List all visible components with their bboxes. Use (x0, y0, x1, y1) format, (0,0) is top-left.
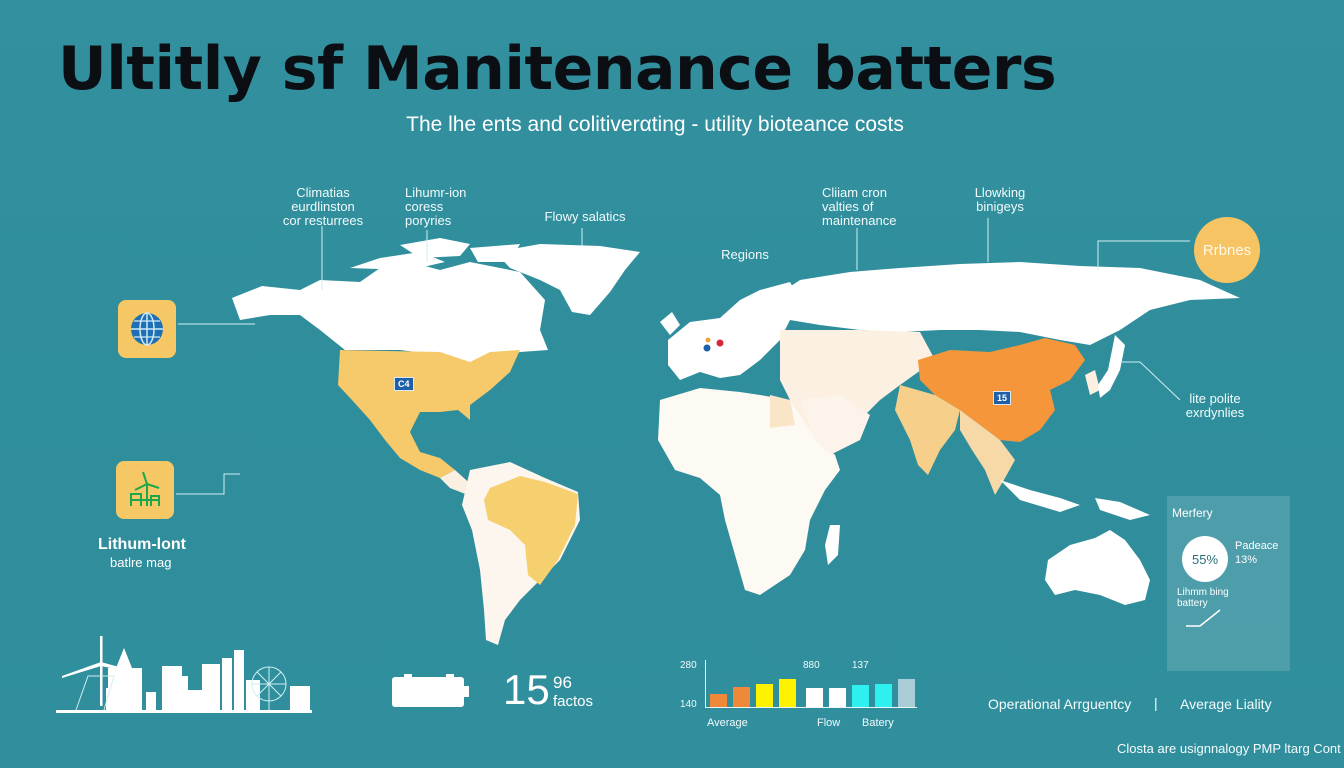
bar-batery-2[interactable] (875, 684, 892, 707)
bar-average-4[interactable] (779, 679, 796, 707)
bar-average-2[interactable] (733, 687, 750, 707)
lithium-label: Lithum-lont (98, 536, 186, 553)
bubble-label: Rrbnes (1202, 241, 1252, 259)
page-subtitle: The lhe ents and colitiverαting - utilit… (406, 113, 904, 136)
footer-credit: Closta are usignnalogy PMP ltarg Cont (1117, 741, 1341, 756)
bubble-rrbnes[interactable]: Rrbnes (1194, 217, 1260, 283)
callout-llowking: Llowking binigeys (974, 185, 1026, 214)
map-canada (232, 262, 548, 370)
bar-batery-1[interactable] (852, 685, 869, 707)
annotation-137: 137 (852, 660, 869, 671)
map-australia (1045, 530, 1150, 605)
footer-link-operational[interactable]: Operational Arrguentcy (988, 696, 1132, 712)
bar-flow-2[interactable] (829, 688, 846, 707)
battery-label: Lihmm bing battery (1177, 587, 1229, 609)
percent-value: 55% (1191, 551, 1219, 567)
y-tick-bottom: 140 (680, 699, 697, 710)
group-label-average: Average (707, 717, 748, 729)
group-label-batery: Batery (862, 717, 894, 729)
map-india (895, 385, 960, 475)
map-russia (770, 262, 1240, 345)
bar-average-3[interactable] (756, 684, 773, 707)
page-title: Ultitly sf Manitenance batters (58, 34, 1057, 104)
battery-icon (392, 674, 469, 707)
bar-batery-3[interactable] (898, 679, 915, 707)
globe-icon (131, 312, 163, 346)
battery-stats-panel: Merfery 55% Padeace 13% Lihmm bing batte… (1167, 496, 1290, 671)
y-tick-top: 280 (680, 660, 697, 671)
city-skyline-illustration (56, 636, 312, 713)
annotation-880: 880 (803, 660, 820, 671)
callout-climatias: Climatias eurdlinston cor resturrees (282, 185, 364, 228)
map-badge-americas[interactable]: C4 (394, 377, 414, 391)
map-badge-asia[interactable]: 15 (993, 391, 1012, 405)
map-china (918, 338, 1085, 442)
map-usa-mexico (338, 350, 520, 478)
map-greenland (495, 244, 640, 315)
group-label-flow: Flow (817, 717, 841, 729)
percent-circle: 55% (1182, 536, 1228, 582)
callout-claim-stron: Cliiam cron valties of maintenance (822, 185, 897, 228)
callout-flow-salatics: Flowy salatics (544, 209, 626, 224)
kpi-caption: factos (553, 693, 594, 710)
wind-turbine-icon (130, 471, 160, 506)
bar-series (706, 655, 916, 707)
callout-lithium-cores: Lihumr-ion coress poryries (405, 185, 467, 228)
kpi-value: 15 (503, 666, 550, 713)
kpi-superscript: 96 (553, 673, 572, 692)
lithium-sublabel: batlre mag (110, 555, 172, 570)
bar-chart: 280 140 880 137 Average Flow Batery (660, 655, 930, 735)
globe-button[interactable] (118, 300, 176, 358)
map-europe (668, 282, 800, 380)
stat-value: 13% (1235, 554, 1258, 566)
callout-lite-polite: lite polite exrdynlies (1185, 391, 1245, 420)
map-brazil (484, 476, 578, 585)
bar-average-1[interactable] (710, 694, 727, 707)
stat-label: Padeace (1235, 540, 1279, 552)
map-africa (658, 388, 840, 595)
wind-energy-button[interactable] (116, 461, 174, 519)
footer-separator: | (1154, 695, 1158, 711)
panel-title: Merfery (1172, 506, 1213, 520)
bar-flow-1[interactable] (806, 688, 823, 707)
footer-link-average[interactable]: Average Liality (1180, 696, 1272, 712)
callout-regions: Regions (721, 247, 769, 262)
